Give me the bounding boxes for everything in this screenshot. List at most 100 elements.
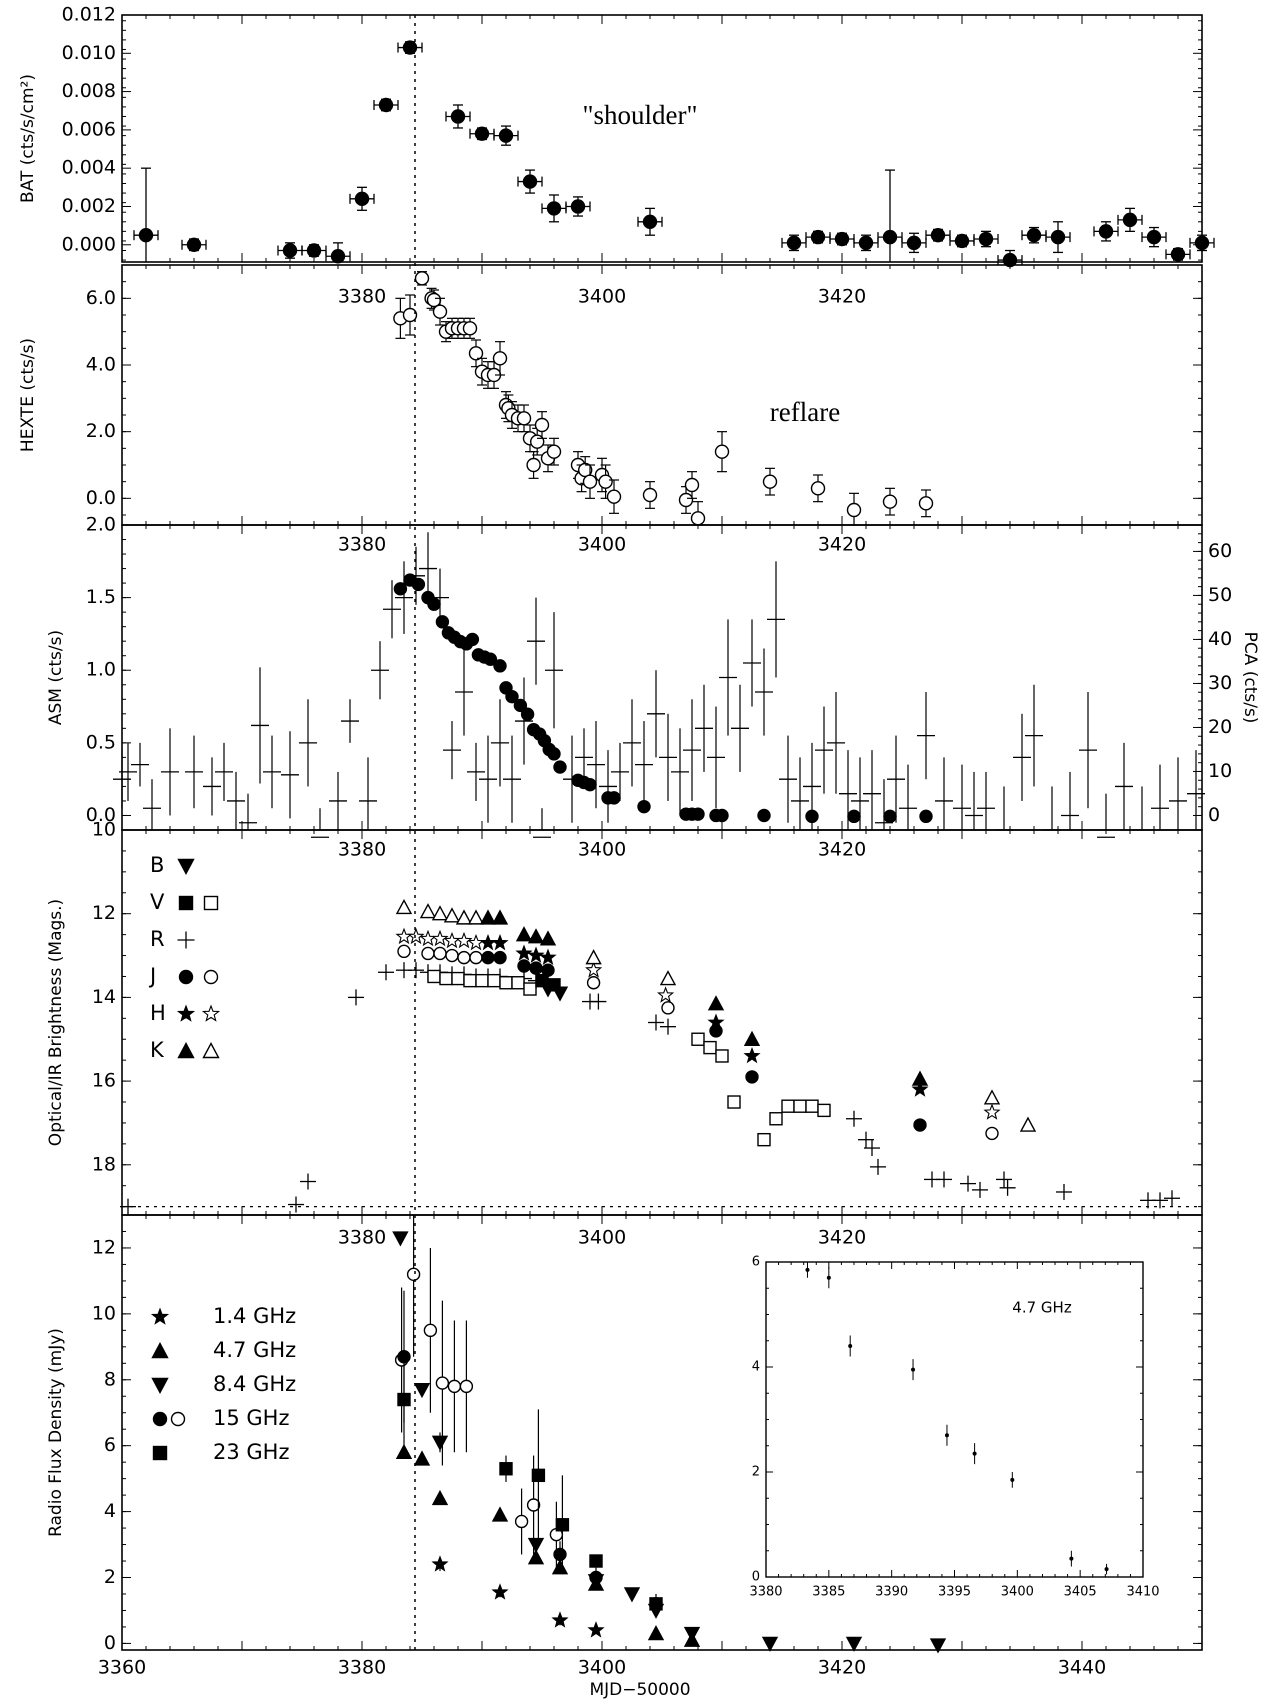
data-point bbox=[659, 970, 677, 986]
legend-marker bbox=[178, 895, 194, 911]
data-point bbox=[435, 1376, 450, 1390]
data-point bbox=[870, 1158, 886, 1175]
data-point bbox=[445, 948, 459, 963]
y-tick-label: 1.0 bbox=[86, 659, 116, 681]
data-point bbox=[882, 229, 898, 245]
data-point bbox=[443, 907, 461, 923]
plot-frame bbox=[121, 524, 1203, 831]
data-point bbox=[707, 1013, 725, 1030]
data-point bbox=[657, 986, 675, 1003]
data-point bbox=[551, 1611, 569, 1628]
data-point bbox=[534, 417, 550, 433]
reflare-annotation: reflare bbox=[770, 397, 840, 427]
data-point bbox=[913, 1118, 927, 1132]
pca-point bbox=[757, 808, 771, 823]
data-point bbox=[1146, 229, 1162, 245]
data-point bbox=[300, 1173, 316, 1190]
legend-label: V bbox=[150, 890, 165, 914]
data-point bbox=[413, 1450, 431, 1466]
y-tick-label: 10 bbox=[92, 819, 116, 841]
data-point bbox=[427, 969, 441, 984]
data-point bbox=[1026, 227, 1042, 243]
data-point bbox=[911, 1070, 929, 1086]
data-point bbox=[743, 1046, 761, 1064]
data-point bbox=[642, 487, 658, 503]
data-point bbox=[514, 1514, 529, 1529]
y2-tick-label: 10 bbox=[1208, 760, 1232, 782]
y-tick-label: 2.0 bbox=[86, 420, 116, 442]
data-point bbox=[397, 944, 411, 959]
inset-data-point bbox=[826, 1275, 831, 1280]
data-point bbox=[707, 995, 725, 1011]
x-tick-label: 3400 bbox=[578, 1657, 626, 1679]
data-point bbox=[499, 976, 513, 990]
data-point bbox=[479, 933, 497, 951]
legend-label: 23 GHz bbox=[213, 1440, 289, 1464]
x-tick-label: 3420 bbox=[818, 839, 866, 861]
legend-marker bbox=[170, 1411, 186, 1427]
data-point bbox=[455, 931, 473, 949]
pca-point bbox=[583, 777, 597, 792]
data-point bbox=[1164, 1190, 1180, 1207]
data-point bbox=[493, 950, 507, 965]
data-point bbox=[743, 1030, 761, 1046]
pca-point bbox=[493, 659, 507, 673]
data-point bbox=[745, 1070, 759, 1084]
pca-point bbox=[637, 799, 651, 814]
data-point bbox=[431, 1435, 449, 1451]
data-point bbox=[930, 227, 946, 243]
panel-radio-inset: 3380 3385 3390 3395 3400 3405 3410 0 2 4 6 4.7 GHz bbox=[749, 1255, 1159, 1600]
data-point bbox=[395, 898, 413, 915]
data-point bbox=[491, 933, 509, 951]
inset-data-point bbox=[848, 1344, 853, 1348]
data-point bbox=[439, 971, 453, 986]
pca-point bbox=[691, 807, 705, 821]
data-point bbox=[864, 1140, 880, 1157]
data-point bbox=[642, 214, 658, 229]
x-tick-label: 3400 bbox=[578, 1227, 626, 1249]
data-point bbox=[527, 1549, 545, 1565]
pca-point bbox=[483, 652, 498, 666]
x-tick-label: 3380 bbox=[338, 286, 386, 308]
data-point bbox=[683, 1626, 701, 1642]
legend-marker bbox=[176, 1004, 196, 1022]
data-point bbox=[447, 1379, 462, 1394]
data-point bbox=[845, 1636, 863, 1652]
data-point bbox=[911, 1080, 929, 1097]
data-point bbox=[805, 1099, 819, 1113]
data-point bbox=[451, 971, 465, 986]
legend-label: J bbox=[148, 964, 156, 988]
x-tick-label: 3440 bbox=[1058, 1657, 1106, 1679]
data-point bbox=[985, 1126, 999, 1141]
inset-y-tick-label: 4 bbox=[752, 1360, 760, 1375]
data-point bbox=[1019, 1116, 1037, 1132]
data-point bbox=[419, 929, 437, 947]
data-point bbox=[479, 909, 497, 925]
y-tick-label: 4.0 bbox=[86, 354, 116, 376]
data-point bbox=[999, 1179, 1016, 1196]
data-point bbox=[421, 946, 435, 961]
legend-label: 15 GHz bbox=[213, 1406, 289, 1430]
y-tick-label: 0 bbox=[104, 1632, 116, 1654]
y-tick-label: 0.5 bbox=[86, 731, 116, 753]
data-point bbox=[810, 229, 826, 245]
data-point bbox=[983, 1103, 1001, 1120]
data-point bbox=[585, 961, 603, 978]
data-point bbox=[539, 982, 557, 998]
x-tick-label: 3380 bbox=[338, 534, 386, 556]
data-point bbox=[378, 97, 394, 113]
pca-point bbox=[883, 809, 897, 824]
data-point bbox=[455, 909, 473, 925]
legend-label: K bbox=[150, 1038, 165, 1062]
data-point bbox=[431, 1555, 449, 1572]
x-tick-label: 3380 bbox=[338, 1657, 386, 1679]
y2-tick-label: 0 bbox=[1208, 804, 1220, 826]
y-axis-label: Optical/IR Brightness (Mags.) bbox=[46, 899, 66, 1146]
y-tick-label: 10 bbox=[92, 1302, 116, 1324]
y2-tick-label: 20 bbox=[1208, 716, 1232, 738]
data-point bbox=[589, 1554, 603, 1568]
data-point bbox=[433, 946, 447, 961]
data-point bbox=[487, 973, 501, 988]
data-point bbox=[810, 481, 826, 496]
pca-point bbox=[427, 597, 441, 611]
